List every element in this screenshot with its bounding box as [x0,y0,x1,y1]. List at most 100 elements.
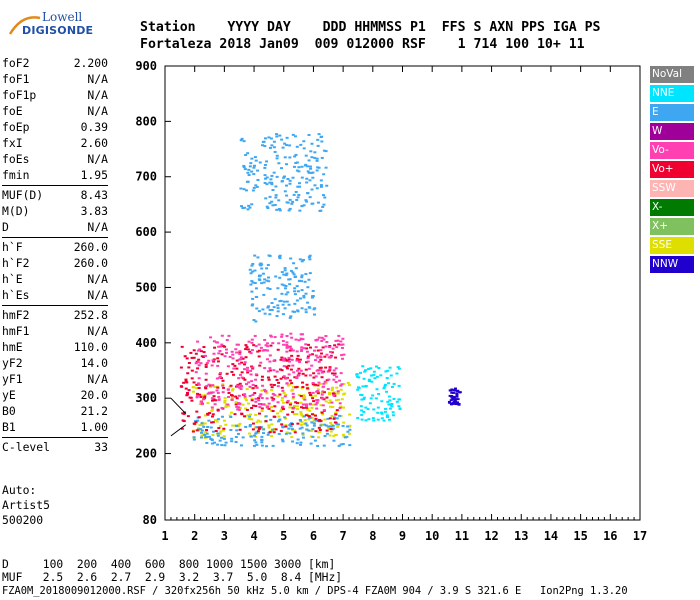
echo-point [251,422,255,425]
echo-point [203,422,207,425]
x-tick-label: 1 [161,529,168,543]
echo-point [270,435,274,438]
echo-point [280,138,284,141]
legend-item: E [650,104,694,121]
echo-point [313,307,317,310]
echo-point [288,207,292,210]
echo-point [216,443,220,446]
echo-point [182,381,186,384]
echo-point [239,373,243,376]
echo-point [301,333,305,336]
echo-point [339,405,343,408]
echo-point [197,383,201,386]
echo-point [253,439,257,442]
echo-point [319,179,323,182]
echo-point [222,427,226,430]
echo-point [357,386,361,389]
echo-point [308,306,312,309]
echo-point [190,399,194,402]
echo-point [239,388,243,391]
echo-point [288,179,292,182]
echo-point [272,146,276,149]
footer-file-info: FZA0M_2018009012000.RSF / 320fx256h 50 k… [2,585,628,597]
echo-point [274,194,278,197]
echo-point [324,150,328,153]
echo-point [333,421,337,424]
echo-point [296,422,300,425]
echo-point [251,189,255,192]
echo-point [257,275,261,278]
echo-point [201,424,205,427]
echo-point [327,391,331,394]
echo-point [397,405,401,408]
echo-point [213,403,217,406]
echo-point [255,421,259,424]
echo-point [225,372,229,375]
echo-point [260,263,264,266]
echo-point [257,402,261,405]
echo-point [186,415,190,418]
echo-point [300,406,304,409]
echo-point [310,364,314,367]
echo-point [285,334,289,337]
echo-point [251,281,255,284]
echo-point [281,313,285,316]
echo-point [230,398,234,401]
echo-point [309,167,313,170]
echo-point [300,280,304,283]
echo-point [218,432,222,435]
echo-point [275,154,279,157]
echo-point [387,382,391,385]
echo-point [276,395,280,398]
echo-point [195,383,199,386]
echo-point [209,426,213,429]
echo-point [308,353,312,356]
echo-point [296,290,300,293]
echo-point [248,432,252,435]
echo-point [392,382,396,385]
echo-point [249,272,253,275]
echo-point [398,407,402,410]
echo-point [301,385,305,388]
echo-point [360,418,364,421]
echo-point [255,431,259,434]
echo-point [223,396,227,399]
echo-point [256,419,260,422]
echo-point [324,345,328,348]
echo-point [271,392,275,395]
echo-point [285,272,289,275]
echo-point [315,159,319,162]
echo-point [197,387,201,390]
echo-point [300,387,304,390]
echo-point [243,378,247,381]
echo-point [322,398,326,401]
echo-point [339,372,343,375]
echo-point [304,308,308,311]
echo-point [240,371,244,374]
echo-point [288,360,292,363]
echo-point [264,197,268,200]
echo-point [303,398,307,401]
echo-point [273,298,277,301]
echo-point [291,176,295,179]
echo-point [291,200,295,203]
echo-point [206,425,210,428]
param-value: 2.200 [73,56,108,70]
echo-point [323,380,327,383]
echo-point [341,443,345,446]
echo-point [316,390,320,393]
echo-point [281,340,285,343]
echo-point [330,351,334,354]
y-tick-label: 300 [135,391,157,405]
echo-point [206,392,210,395]
echo-point [348,432,352,435]
echo-point [204,363,208,366]
echo-point [321,390,325,393]
footer-muf-row: MUF 2.5 2.6 2.7 2.9 3.2 3.7 5.0 8.4 [MHz… [2,571,343,584]
echo-point [266,405,270,408]
echo-point [375,388,379,391]
echo-point [216,357,220,360]
echo-point [179,366,183,369]
echo-point [340,383,344,386]
param-row: foEs N/A [2,152,108,168]
